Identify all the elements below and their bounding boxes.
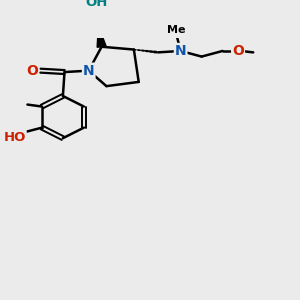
- Text: N: N: [175, 44, 187, 58]
- Polygon shape: [97, 26, 106, 47]
- Text: Me: Me: [167, 25, 185, 35]
- Text: O: O: [232, 44, 244, 58]
- Text: OH: OH: [85, 0, 108, 9]
- Text: HO: HO: [3, 131, 26, 144]
- Text: O: O: [26, 64, 38, 78]
- Text: N: N: [83, 64, 94, 78]
